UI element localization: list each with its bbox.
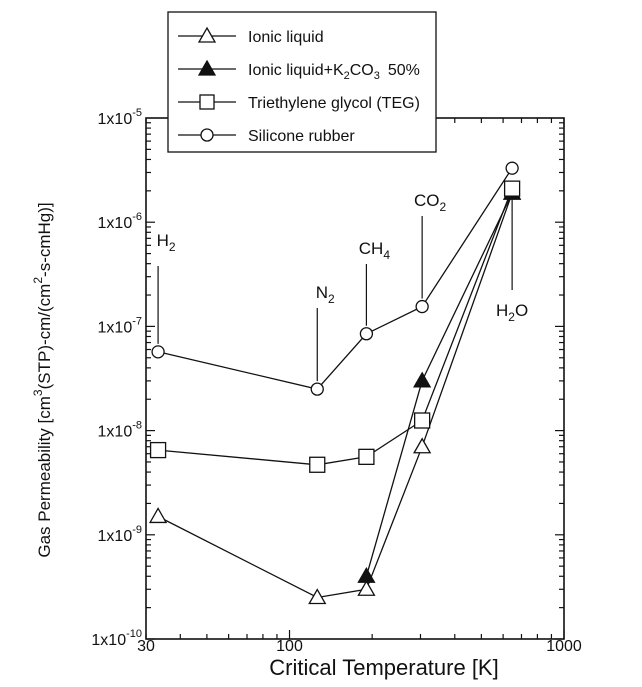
legend-item-silicone: Silicone rubber <box>178 128 355 145</box>
gas-label-ch4: CH4 <box>359 239 391 262</box>
legend-label-ionic-liquid: Ionic liquid <box>248 29 324 46</box>
data-point-square-open <box>413 412 431 429</box>
gas-label-co2: CO2 <box>414 191 447 214</box>
triangle-open-icon <box>197 26 217 43</box>
y-tick-label: 1x10-5 <box>98 107 142 128</box>
circle-open-icon <box>200 128 214 142</box>
gas-label-n2: N2 <box>316 283 335 306</box>
y-tick-label: 1x10-9 <box>98 524 142 545</box>
data-point-triangle-filled <box>413 371 432 388</box>
legend-item-ionic-k2co3: Ionic liquid+K2CO3 50% <box>178 59 420 82</box>
data-point-square-open <box>149 441 167 459</box>
data-point-square-open <box>503 180 521 197</box>
data-point-triangle-open <box>308 588 327 605</box>
legend-label-silicone: Silicone rubber <box>248 128 355 145</box>
x-tick-label: 100 <box>276 638 303 655</box>
x-tick-label: 1000 <box>546 638 582 655</box>
series-line-0 <box>157 192 513 599</box>
legend-box <box>167 11 437 153</box>
data-point-circle-open <box>359 327 374 341</box>
y-axis-label: Gas Permeability [cm3(STP)-cm/(cm2-s-cmH… <box>31 202 54 557</box>
x-axis-label: Critical Temperature [K] <box>269 655 498 680</box>
y-tick-labels: 1x10-10 1x10-9 1x10-8 1x10-7 1x10-6 1x10-5 <box>91 107 142 649</box>
legend-item-teg: Triethylene glycol (TEG) <box>178 94 420 112</box>
triangle-filled-icon <box>197 59 217 76</box>
data-point-circle-open <box>151 345 165 359</box>
gas-labels: H2 N2 CH4 CO2 H2O <box>157 191 529 324</box>
y-tick-label: 1x10-10 <box>91 628 142 649</box>
x-tick-labels: 30 100 1000 <box>137 638 582 655</box>
series-line-3 <box>157 167 513 390</box>
y-tick-label: 1x10-7 <box>98 315 142 336</box>
gas-label-h2: H2 <box>157 231 176 254</box>
data-point-triangle-open <box>148 507 168 524</box>
x-tick-label: 30 <box>137 638 155 655</box>
data-point-circle-open <box>505 161 519 175</box>
plot-frame <box>145 117 565 640</box>
gas-label-lines <box>157 198 513 382</box>
y-tick-label: 1x10-8 <box>98 420 142 441</box>
series-line-2 <box>158 188 513 466</box>
data-point-triangle-open <box>413 437 432 454</box>
legend: Ionic liquid Ionic liquid+K2CO3 50% Triet… <box>167 11 437 153</box>
data-point-triangle-open <box>357 579 376 596</box>
square-open-icon <box>199 94 215 110</box>
legend-label-ionic-k2co3: Ionic liquid+K2CO3 50% <box>248 62 420 82</box>
series-lines <box>157 167 513 599</box>
legend-label-teg: Triethylene glycol (TEG) <box>248 95 420 112</box>
data-point-square-open <box>358 448 375 465</box>
series-markers <box>148 161 522 605</box>
data-point-circle-open <box>310 382 324 396</box>
y-tick-label: 1x10-6 <box>98 211 142 232</box>
gas-label-h2o: H2O <box>496 301 528 324</box>
data-point-circle-open <box>415 299 429 314</box>
data-point-triangle-filled <box>357 566 376 583</box>
data-point-square-open <box>309 456 326 473</box>
legend-item-ionic-liquid: Ionic liquid <box>178 26 324 46</box>
axis-ticks <box>145 118 565 640</box>
